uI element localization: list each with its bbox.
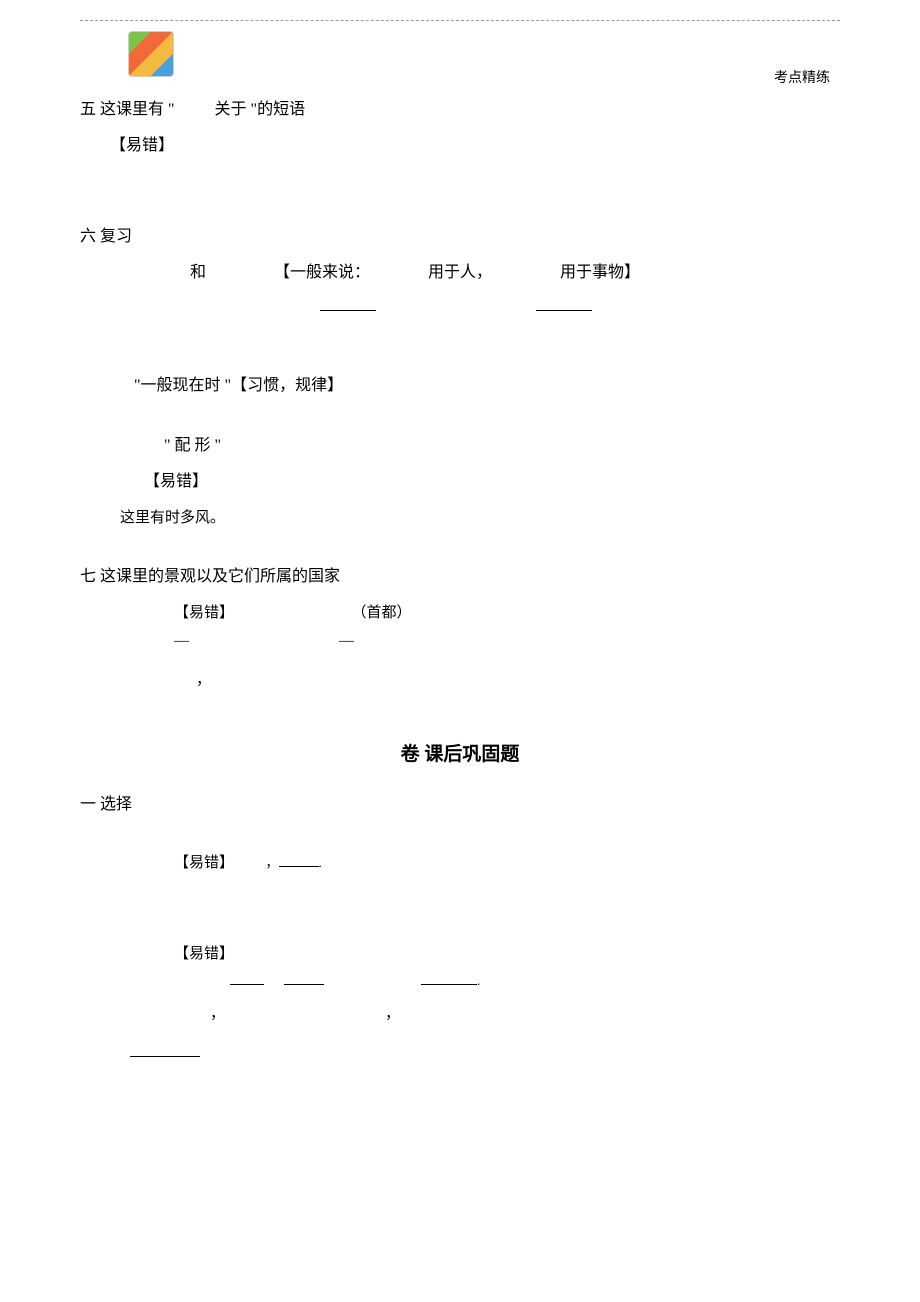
blank-field[interactable] xyxy=(536,297,592,311)
blank-field[interactable] xyxy=(284,973,324,985)
q1-comma: ， xyxy=(266,855,279,870)
blank-field[interactable] xyxy=(320,297,376,311)
sec7-tag: 【易错】 xyxy=(174,605,234,621)
section-7-title: 七 这课里的景观以及它们所属的国家 xyxy=(80,562,840,592)
sec7-dash2: — xyxy=(339,633,354,650)
header-tag: 考点精练 xyxy=(774,67,830,87)
question-2: 【易错】 . ， ， xyxy=(80,942,840,1062)
section-6-title: 六 复习 xyxy=(80,222,840,252)
q2-opt-b: ， xyxy=(385,1002,400,1023)
sec5-title-pre: 五 这课里有 " xyxy=(80,101,175,118)
part-b-title: 卷 课后巩固题 xyxy=(80,739,840,766)
sec6-example: 这里有时多风。 xyxy=(80,504,840,533)
sec6-for-people: 用于人， xyxy=(428,264,492,281)
sec6-for-things: 用于事物】 xyxy=(560,264,640,281)
sec6-tag: 【易错】 xyxy=(80,467,840,497)
sec7-comma: ， xyxy=(196,672,211,688)
blank-field[interactable] xyxy=(421,973,477,985)
q1-tag: 【易错】 xyxy=(174,855,234,871)
sec6-tense: "一般现在时 "【习惯，规律】 xyxy=(80,371,840,401)
q2-answer-blank-row xyxy=(80,1043,840,1062)
sec5-tag: 【易错】 xyxy=(80,131,840,161)
sec7-dash1: — xyxy=(174,633,189,650)
q2-tag: 【易错】 xyxy=(80,942,840,963)
blank-field[interactable] xyxy=(230,973,264,985)
sec7-dash-row: — — xyxy=(80,633,840,650)
section-5-title: 五 这课里有 " 关于 "的短语 xyxy=(80,95,840,125)
sec7-capital: （首都） xyxy=(352,605,412,621)
page: 考点精练 五 这课里有 " 关于 "的短语 【易错】 六 复习 和 【一般来说：… xyxy=(0,0,920,1102)
choice-title: 一 选择 xyxy=(80,790,840,820)
question-1: 【易错】 ，. xyxy=(80,851,840,872)
sec5-title-mid: 关于 "的短语 xyxy=(215,101,306,118)
sec6-line1: 和 【一般来说： 用于人， 用于事物】 xyxy=(80,258,840,288)
header-row: 考点精练 xyxy=(80,31,840,87)
sec7-tag-row: 【易错】 （首都） xyxy=(80,599,840,628)
sec6-pair: " 配 形 " xyxy=(80,431,840,461)
sec6-and: 和 xyxy=(190,264,206,281)
q2-opt-a: ， xyxy=(210,1002,225,1023)
sec6-blanks-row xyxy=(80,297,840,311)
q2-options-row: ， ， xyxy=(80,1002,840,1023)
sec6-bracket-open: 【一般来说： xyxy=(274,264,370,281)
sec7-comma-row: ， xyxy=(80,668,840,689)
q2-blanks-row: . xyxy=(80,973,840,990)
q1-row: 【易错】 ，. xyxy=(80,851,840,872)
blank-field[interactable] xyxy=(279,855,319,867)
top-dashed-rule xyxy=(80,20,840,21)
blank-field[interactable] xyxy=(130,1043,200,1057)
logo-icon xyxy=(128,31,174,77)
